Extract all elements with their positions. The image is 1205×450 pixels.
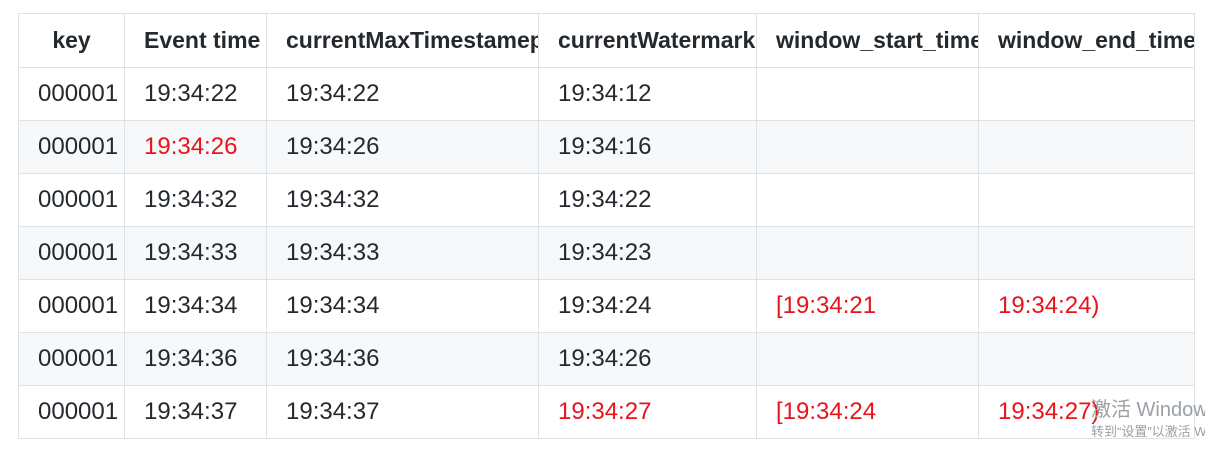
cell-event-time: 19:34:33 (124, 226, 267, 280)
cell-window-end-time (978, 67, 1195, 121)
cell-key: 000001 (18, 173, 125, 227)
cell-current-max-timestamp: 19:34:22 (266, 67, 539, 121)
cell-window-start-time (756, 120, 979, 174)
cell-current-max-timestamp: 19:34:37 (266, 385, 539, 439)
cell-key: 000001 (18, 332, 125, 386)
cell-current-max-timestamp: 19:34:34 (266, 279, 539, 333)
header-current-max-timestamp: currentMaxTimestamep (266, 13, 539, 68)
cell-current-max-timestamp: 19:34:36 (266, 332, 539, 386)
cell-window-start-time-highlighted: [19:34:24 (756, 385, 979, 439)
cell-window-end-time (978, 173, 1195, 227)
cell-window-start-time (756, 332, 979, 386)
cell-event-time: 19:34:36 (124, 332, 267, 386)
cell-current-watermark: 19:34:23 (538, 226, 757, 280)
cell-window-end-time (978, 226, 1195, 280)
cell-window-end-time-highlighted: 19:34:27) (978, 385, 1195, 439)
cell-key: 000001 (18, 385, 125, 439)
cell-current-max-timestamp: 19:34:32 (266, 173, 539, 227)
table-row: 000001 19:34:37 19:34:37 19:34:27 [19:34… (18, 385, 1195, 439)
cell-window-end-time-highlighted: 19:34:24) (978, 279, 1195, 333)
cell-event-time: 19:34:22 (124, 67, 267, 121)
table-row: 000001 19:34:26 19:34:26 19:34:16 (18, 120, 1195, 174)
cell-window-start-time (756, 67, 979, 121)
cell-current-watermark: 19:34:26 (538, 332, 757, 386)
cell-window-end-time (978, 332, 1195, 386)
table-header-row: key Event time currentMaxTimestamep curr… (18, 13, 1195, 68)
table-row: 000001 19:34:34 19:34:34 19:34:24 [19:34… (18, 279, 1195, 333)
table-row: 000001 19:34:22 19:34:22 19:34:12 (18, 67, 1195, 121)
cell-key: 000001 (18, 226, 125, 280)
cell-current-max-timestamp: 19:34:26 (266, 120, 539, 174)
cell-event-time-highlighted: 19:34:26 (124, 120, 267, 174)
cell-key: 000001 (18, 120, 125, 174)
header-event-time: Event time (124, 13, 267, 68)
header-window-start-time: window_start_time (756, 13, 979, 68)
cell-window-end-time (978, 120, 1195, 174)
cell-key: 000001 (18, 67, 125, 121)
cell-current-watermark-highlighted: 19:34:27 (538, 385, 757, 439)
table-row: 000001 19:34:33 19:34:33 19:34:23 (18, 226, 1195, 280)
cell-key: 000001 (18, 279, 125, 333)
cell-current-watermark: 19:34:16 (538, 120, 757, 174)
cell-current-max-timestamp: 19:34:33 (266, 226, 539, 280)
cell-current-watermark: 19:34:12 (538, 67, 757, 121)
cell-event-time: 19:34:37 (124, 385, 267, 439)
header-current-watermark: currentWatermark (538, 13, 757, 68)
cell-event-time: 19:34:34 (124, 279, 267, 333)
table-row: 000001 19:34:36 19:34:36 19:34:26 (18, 332, 1195, 386)
event-window-table: key Event time currentMaxTimestamep curr… (18, 13, 1195, 439)
cell-window-start-time (756, 226, 979, 280)
cell-window-start-time-highlighted: [19:34:21 (756, 279, 979, 333)
cell-window-start-time (756, 173, 979, 227)
header-key: key (18, 13, 125, 68)
cell-current-watermark: 19:34:22 (538, 173, 757, 227)
table-row: 000001 19:34:32 19:34:32 19:34:22 (18, 173, 1195, 227)
cell-current-watermark: 19:34:24 (538, 279, 757, 333)
cell-event-time: 19:34:32 (124, 173, 267, 227)
header-window-end-time: window_end_time (978, 13, 1195, 68)
